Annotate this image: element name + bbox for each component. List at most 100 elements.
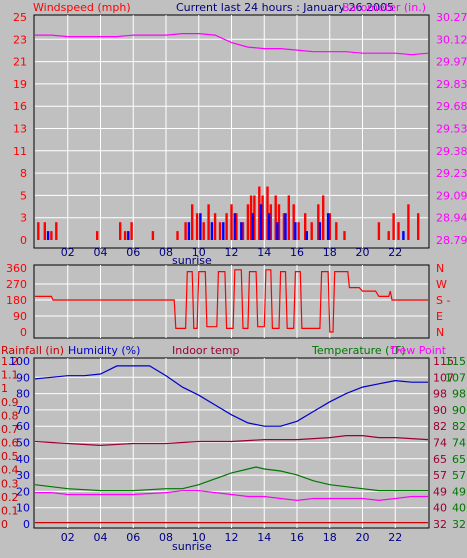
- windspeed-bar: [282, 213, 286, 240]
- windspeed-bar: [266, 186, 269, 240]
- temperature-line: [34, 466, 428, 492]
- sunrise-label-bottom: sunrise: [172, 540, 212, 553]
- y-tick-label: 29.68: [436, 100, 467, 113]
- x-tick-label: 20: [356, 531, 370, 544]
- windspeed-bar: [119, 222, 122, 240]
- direction-grid: [35, 265, 428, 338]
- windspeed-bar: [176, 231, 179, 240]
- indoor-temp-title: Indoor temp: [172, 344, 239, 357]
- y-tick-label: 74: [452, 437, 466, 450]
- x-tick-label: 14: [257, 531, 271, 544]
- y-tick-label: 115: [433, 355, 454, 368]
- y-tick-label: 107: [433, 371, 454, 384]
- windspeed-bar: [246, 204, 250, 240]
- y-tick-label: 115: [445, 355, 466, 368]
- wind-direction-line: [35, 269, 428, 333]
- gust-bar: [46, 231, 50, 240]
- y-tick-label: 1.2: [1, 355, 19, 368]
- y-tick-label: 29.09: [436, 189, 467, 202]
- y-tick-label: 0.3: [1, 477, 19, 490]
- y-tick-label: 1: [1, 382, 8, 395]
- windspeed-bar: [335, 222, 338, 240]
- gust-bar: [318, 222, 322, 240]
- windspeed-bar: [269, 204, 272, 240]
- y-tick-label: 28.94: [436, 212, 467, 225]
- windspeed-bar: [235, 213, 238, 240]
- y-tick-label: 98: [452, 388, 466, 401]
- y-tick-label: 65: [433, 453, 447, 466]
- wind-barometer-panel: Windspeed (mph) Current last 24 hours : …: [13, 1, 467, 267]
- y-tick-label: 98: [433, 388, 447, 401]
- y-tick-label: 57: [433, 469, 447, 482]
- windspeed-bar: [328, 213, 331, 240]
- windspeed-bar: [317, 204, 320, 240]
- wind-x-ticks: 02 04 06 08 10 12 14 16 18 20 22: [61, 246, 403, 259]
- y-tick-label: 90: [13, 310, 27, 323]
- gust-bar: [222, 222, 225, 240]
- humidity-line: [34, 365, 428, 427]
- x-tick-label: 16: [290, 531, 304, 544]
- x-tick-label: 06: [126, 531, 140, 544]
- y-tick-label: 65: [452, 453, 466, 466]
- y-tick-label: 50: [16, 437, 30, 450]
- wind-left-ticks: 0 3 5 8 11 13 16 19 21 23 25: [13, 11, 27, 247]
- sunrise-label-top: sunrise: [172, 254, 212, 267]
- y-tick-label: 40: [16, 453, 30, 466]
- windspeed-bar: [241, 222, 245, 240]
- windspeed-bar: [123, 231, 127, 240]
- windspeed-bar: [277, 204, 281, 240]
- windspeed-bar: [292, 204, 295, 240]
- windspeed-bar: [287, 195, 290, 240]
- wind-marks: [35, 32, 429, 240]
- windspeed-bar: [202, 222, 205, 240]
- x-tick-label: 12: [225, 531, 239, 544]
- gust-bar: [326, 213, 330, 240]
- y-tick-label: 30.27: [436, 11, 467, 24]
- y-tick-label: 28.79: [436, 234, 467, 247]
- temperature-grid: [35, 358, 428, 528]
- x-tick-label: 04: [94, 246, 108, 259]
- barometer-line: [35, 32, 429, 56]
- y-tick-label: 82: [433, 420, 447, 433]
- windspeed-bar: [96, 231, 99, 240]
- direction-right-ticks: NES -WN: [436, 262, 450, 339]
- chart-title: Current last 24 hours : January 26 2005: [176, 1, 394, 14]
- temperature-ticks: 32 40 49 57 65 74 82 90 98 107 115: [445, 355, 466, 531]
- y-tick-label: 0.2: [1, 491, 19, 504]
- y-tick-label: 0.8: [1, 409, 19, 422]
- y-tick-label: 0.9: [1, 396, 19, 409]
- y-tick-label: 49: [433, 485, 447, 498]
- windspeed-bar: [387, 231, 390, 240]
- humidity-axis-title: Humidity (%): [68, 344, 140, 357]
- y-tick-label: 270: [6, 278, 27, 291]
- windspeed-bar: [304, 213, 307, 240]
- windspeed-bar: [343, 231, 346, 240]
- y-tick-label: 5: [20, 189, 27, 202]
- windspeed-bar: [191, 204, 194, 240]
- y-tick-label: 0: [20, 234, 27, 247]
- y-tick-label: 360: [6, 262, 27, 275]
- y-tick-label: 0.5: [1, 450, 19, 463]
- y-tick-label: 74: [433, 437, 447, 450]
- windspeed-bar: [377, 222, 381, 240]
- y-tick-label: 0.7: [1, 423, 19, 436]
- windspeed-bar: [225, 213, 228, 240]
- windspeed-bar: [322, 195, 325, 240]
- windspeed-bar: [274, 195, 277, 240]
- windspeed-bar: [218, 222, 222, 240]
- x-tick-label: 02: [61, 246, 75, 259]
- temperature-axis-title: Temperature (°F): [311, 344, 406, 357]
- gust-bar: [127, 231, 130, 240]
- windspeed-bar: [207, 204, 210, 240]
- y-tick-label: 70: [16, 404, 30, 417]
- y-tick-label: W: [436, 278, 447, 291]
- y-tick-label: 16: [13, 100, 27, 113]
- windspeed-bar: [407, 204, 410, 240]
- windspeed-bar: [392, 213, 395, 240]
- y-tick-label: 29.23: [436, 167, 467, 180]
- gust-bar: [233, 213, 236, 240]
- windspeed-bar: [297, 222, 300, 240]
- y-tick-label: 8: [20, 167, 27, 180]
